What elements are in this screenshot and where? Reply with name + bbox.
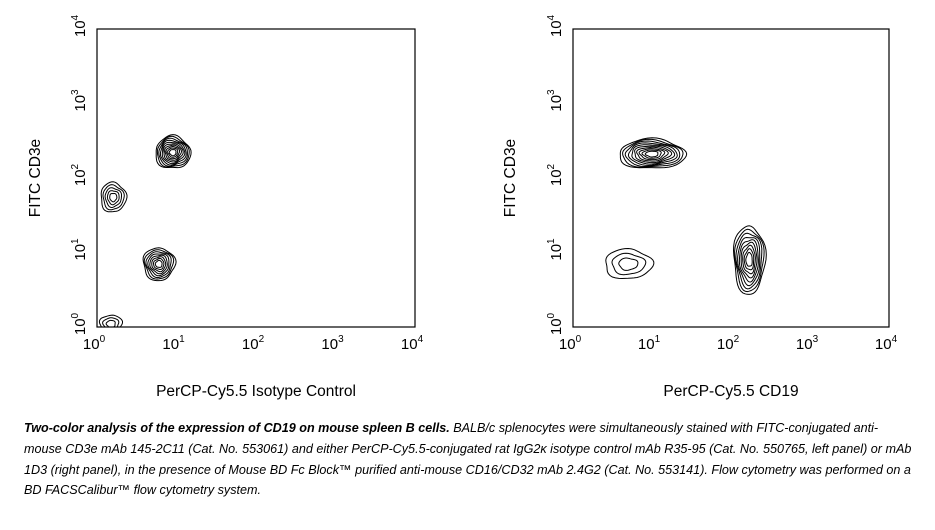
contour-line (109, 193, 118, 203)
right-contour-plot: 100 101 102 103 104 100 101 102 103 104 PerCP-Cy5.… (502, 14, 898, 400)
contour-group (605, 137, 767, 295)
x-tick-label: 101 (162, 334, 185, 353)
contour-line (149, 254, 168, 275)
contour-line (624, 140, 681, 168)
contour-line (622, 138, 684, 168)
contour-line (147, 253, 170, 277)
contour-line (151, 256, 167, 273)
x-tick-label: 104 (875, 334, 898, 353)
x-tick-label: 100 (83, 334, 106, 353)
x-tick-label: 102 (242, 334, 265, 353)
contour-line (619, 137, 688, 169)
contour-line (98, 314, 123, 327)
contour-line (167, 147, 179, 158)
contour-line (738, 239, 759, 283)
contour-line (638, 148, 666, 161)
y-tick-label: 103 (546, 89, 565, 112)
flow-cytometry-figure: 100 101 102 103 104 100 101 102 103 104 PerCP-Cy5.… (27, 14, 898, 400)
y-tick-label: 102 (70, 163, 89, 186)
x-axis-label: PerCP-Cy5.5 Isotype Control (156, 383, 356, 400)
contour-line (106, 190, 120, 206)
x-axis-label: PerCP-Cy5.5 CD19 (663, 383, 798, 400)
y-axis-label: FITC CD3e (27, 139, 44, 217)
y-tick-label: 101 (70, 238, 89, 261)
contour-line (159, 139, 187, 166)
contour-line (737, 236, 761, 287)
caption-body: BALB/c splenocytes were simultaneously s… (24, 421, 912, 498)
y-tick-label: 100 (70, 312, 89, 335)
plot-frame (572, 28, 890, 328)
contour-line (156, 135, 190, 168)
contour-line (735, 232, 763, 290)
contour-line (743, 248, 755, 271)
contour-line (143, 249, 175, 280)
contour-line (102, 184, 125, 211)
contour-line (605, 247, 655, 280)
contour-line (742, 244, 756, 275)
x-tick-label: 101 (638, 334, 661, 353)
contour-line (641, 149, 662, 159)
contour-line (102, 317, 120, 327)
left-contour-plot: 100 101 102 103 104 100 101 102 103 104 PerCP-Cy5.… (27, 14, 424, 400)
contour-group (98, 134, 192, 327)
contour-line (158, 137, 188, 167)
contour-line (154, 259, 163, 268)
y-tick-label: 104 (546, 14, 565, 37)
y-axis-label: FITC CD3e (502, 139, 519, 217)
contour-line (627, 142, 678, 167)
contour-line (104, 187, 122, 209)
y-tick-label: 102 (546, 163, 565, 186)
contour-line (732, 225, 767, 295)
contour-line (618, 257, 639, 271)
contour-line (634, 145, 673, 164)
contour-line (145, 251, 172, 279)
plot-frame (96, 28, 416, 328)
x-tick-label: 102 (717, 334, 740, 353)
contour-line (611, 252, 647, 276)
contour-line (745, 251, 753, 267)
contour-line (168, 149, 177, 157)
contour-line (105, 319, 116, 327)
x-tick-label: 100 (559, 334, 582, 353)
contour-line (161, 141, 186, 165)
x-tick-label: 103 (796, 334, 819, 353)
contour-line (155, 134, 192, 169)
contour-line (644, 150, 659, 158)
contour-line (636, 146, 669, 162)
contour-line (163, 143, 184, 163)
contour-line (153, 257, 165, 271)
caption-title: Two-color analysis of the expression of … (24, 421, 450, 435)
y-tick-label: 104 (70, 14, 89, 37)
contour-line (165, 145, 181, 160)
y-tick-label: 101 (546, 238, 565, 261)
contour-line (164, 144, 183, 161)
y-tick-label: 103 (70, 89, 89, 112)
contour-line (100, 181, 128, 213)
contour-line (142, 247, 177, 282)
x-tick-label: 103 (321, 334, 344, 353)
x-tick-label: 104 (401, 334, 424, 353)
figure-caption: Two-color analysis of the expression of … (24, 418, 914, 501)
contour-line (631, 144, 676, 165)
contour-line (740, 241, 758, 279)
y-tick-label: 100 (546, 312, 565, 335)
contour-line (734, 228, 765, 293)
